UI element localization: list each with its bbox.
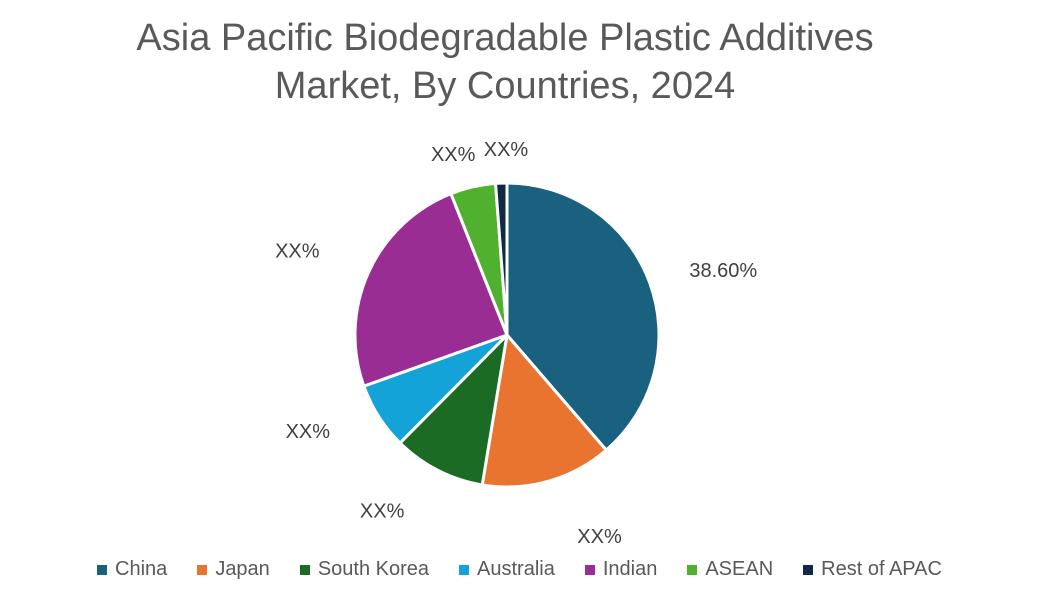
legend-swatch-japan [197, 564, 208, 575]
data-label-rest-of-apac: XX% [484, 139, 529, 161]
legend-label-china: China [115, 558, 168, 580]
legend-item-indian: Indian [584, 558, 658, 581]
legend-swatch-south-korea [299, 564, 310, 575]
pie-slice-japan [480, 333, 608, 489]
data-label-asean: XX% [431, 144, 476, 166]
chart-title-line-2: Market, By Countries, 2024 [274, 65, 736, 107]
data-label-japan: XX% [577, 526, 622, 548]
pie-slice-rest-of-apac [494, 181, 509, 337]
legend-swatch-asean [687, 564, 698, 575]
legend-item-china: China [97, 558, 167, 581]
legend-label-asean: ASEAN [705, 558, 774, 580]
chart-title: Asia Pacific Biodegradable Plastic Addit… [0, 14, 1010, 110]
legend-label-australia: Australia [477, 558, 555, 580]
pie-slice-south-korea [398, 333, 509, 487]
legend-swatch-rest-of-apac [803, 564, 814, 575]
data-label-indian: XX% [275, 240, 320, 262]
chart-title-line-1: Asia Pacific Biodegradable Plastic Addit… [136, 17, 874, 59]
chart-legend: China Japan South Korea Australia Indian ASEA… [0, 558, 1039, 581]
legend-label-japan: Japan [215, 558, 270, 580]
legend-item-asean: ASEAN [687, 558, 773, 581]
legend-swatch-australia [459, 564, 470, 575]
data-label-china: 38.60% [689, 260, 757, 282]
legend-label-south-korea: South Korea [317, 558, 430, 580]
data-label-south-korea: XX% [360, 501, 405, 523]
legend-item-south-korea: South Korea [299, 558, 430, 581]
pie-slice-china [505, 181, 661, 452]
legend-swatch-china [97, 564, 108, 575]
legend-item-australia: Australia [459, 558, 555, 581]
legend-label-indian: Indian [602, 558, 658, 580]
legend-label-rest-of-apac: Rest of APAC [821, 558, 942, 580]
legend-swatch-indian [584, 564, 595, 575]
legend-item-japan: Japan [197, 558, 270, 581]
legend-item-rest-of-apac: Rest of APAC [803, 558, 942, 581]
data-label-australia: XX% [286, 421, 331, 443]
